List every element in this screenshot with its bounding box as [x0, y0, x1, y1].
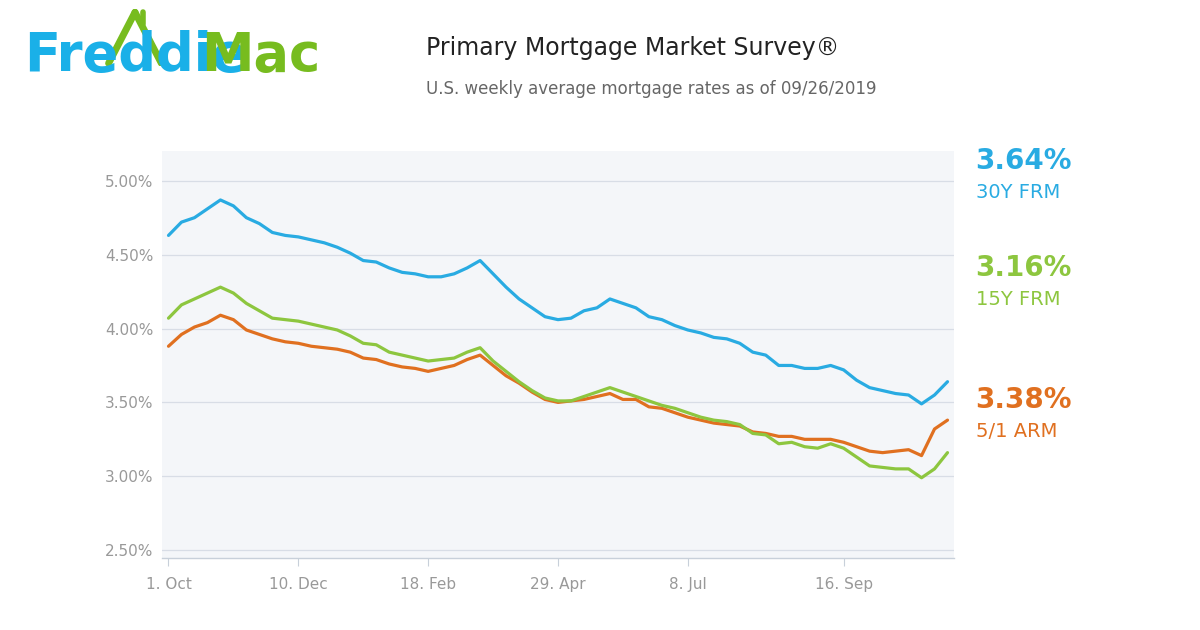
- Text: U.S. weekly average mortgage rates as of 09/26/2019: U.S. weekly average mortgage rates as of…: [426, 79, 876, 98]
- Text: 3.64%: 3.64%: [976, 147, 1072, 175]
- Text: Freddie: Freddie: [24, 30, 247, 82]
- Text: 3.38%: 3.38%: [976, 386, 1072, 414]
- Text: Mac: Mac: [202, 30, 320, 82]
- Text: 30Y FRM: 30Y FRM: [976, 183, 1060, 202]
- Text: Primary Mortgage Market Survey®: Primary Mortgage Market Survey®: [426, 36, 839, 60]
- Text: 5/1 ARM: 5/1 ARM: [976, 422, 1057, 441]
- Text: 15Y FRM: 15Y FRM: [976, 290, 1060, 309]
- Text: 3.16%: 3.16%: [976, 254, 1072, 282]
